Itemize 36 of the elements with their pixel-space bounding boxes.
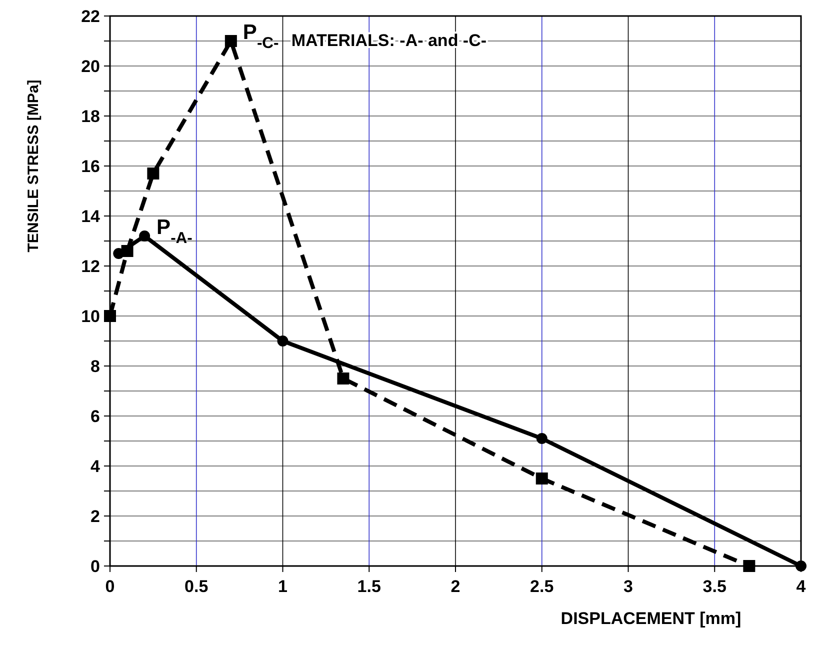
point <box>536 433 548 444</box>
y-tick-label: 14 <box>81 206 101 226</box>
x-tick-label: 4 <box>796 577 806 596</box>
annotation: P$_{-C-}$ <box>242 21 279 52</box>
point <box>139 230 150 242</box>
y-tick-label: 12 <box>81 256 100 276</box>
y-axis-title: TENSILE STRESS [MPa] <box>25 80 42 252</box>
y-tick-label: 6 <box>90 406 100 426</box>
annotation: P$_{-A-}$ <box>156 216 192 246</box>
y-tick-label: 4 <box>90 456 101 476</box>
x-tick-label: 2 <box>450 577 460 596</box>
x-axis-title: DISPLACEMENT [mm] <box>560 609 742 628</box>
y-tick-label: 10 <box>81 306 100 326</box>
x-tick-label: 0 <box>105 577 115 596</box>
point <box>104 310 116 322</box>
point <box>224 35 237 47</box>
point <box>743 560 756 572</box>
y-tick-label: 8 <box>90 356 100 376</box>
x-tick-label: 1.5 <box>357 577 381 596</box>
y-tick-label: 0 <box>90 556 100 576</box>
x-tick-label: 1 <box>278 577 288 596</box>
point <box>121 245 134 257</box>
y-tick-label: 20 <box>81 56 100 76</box>
x-tick-label: 0.5 <box>184 577 208 596</box>
x-tick-label: 3 <box>624 577 633 596</box>
y-tick-label: 22 <box>81 6 100 26</box>
y-tick-label: 2 <box>90 506 100 526</box>
x-tick-label: 3.5 <box>702 577 726 596</box>
point <box>147 168 160 180</box>
point <box>277 336 288 346</box>
point <box>536 472 548 484</box>
point <box>337 372 350 384</box>
y-tick-label: 18 <box>81 106 100 126</box>
y-tick-label: 16 <box>81 156 100 176</box>
x-tick-label: 2.5 <box>530 577 554 596</box>
point <box>796 560 806 572</box>
